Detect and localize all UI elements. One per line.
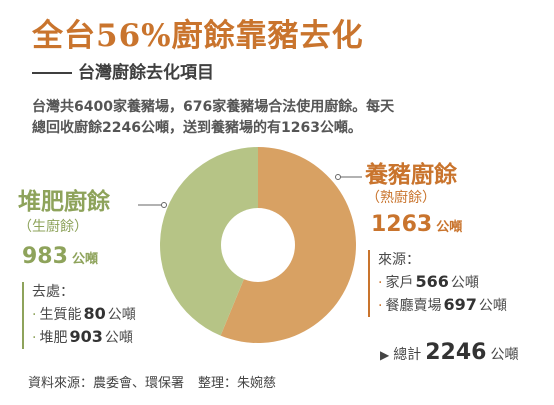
item-value: 697 (443, 295, 477, 314)
item-unit: 公噸 (450, 275, 479, 291)
pig-feed-value: 1263 公噸 (371, 212, 462, 237)
donut-hole (221, 208, 295, 282)
total-unit: 公噸 (490, 347, 519, 363)
compost-destinations: 去處： · 生質能 80 公噸 · 堆肥 903 公噸 (22, 282, 136, 349)
editor-credit: 整理：朱婉慈 (198, 376, 277, 391)
leader-dot-compost (161, 202, 167, 208)
compost-subtitle: （生廚餘） (18, 219, 88, 235)
item-value: 80 (83, 304, 106, 323)
bullet: · (378, 298, 383, 314)
item-label: 堆肥 (39, 330, 68, 346)
slice-compost (159, 147, 258, 336)
pig-feed-number: 1263 (371, 212, 433, 237)
item-value: 903 (69, 327, 103, 346)
item-label: 生質能 (39, 307, 82, 323)
data-source: 資料來源：農委會、環保署 (28, 376, 185, 391)
pig-feed-title: 養豬廚餘 (365, 162, 457, 188)
pig-feed-sources: 來源： · 家戶 566 公噸 · 餐廳賣場 697 公噸 (368, 250, 507, 317)
intro-line-1: 台灣共6400家養豬場，676家養豬場合法使用廚餘。每天 (32, 99, 395, 115)
item-label: 餐廳賣場 (385, 298, 442, 314)
total-summary: ▶ 總計 2246 公噸 (380, 340, 518, 365)
item-unit: 公噸 (478, 298, 507, 314)
total-label: 總計 (393, 347, 422, 363)
list-title: 來源： (378, 252, 420, 268)
subtitle-text: 台灣廚餘去化項目 (78, 63, 214, 83)
compost-unit: 公噸 (71, 252, 98, 267)
list-title: 去處： (32, 284, 74, 300)
list-item: · 家戶 566 公噸 (378, 271, 507, 294)
compost-title: 堆肥廚餘 (18, 189, 110, 215)
compost-number: 983 (22, 244, 68, 269)
bullet: · (32, 307, 37, 323)
total-value: 2246 (425, 340, 487, 365)
dash-line (32, 72, 72, 74)
leader-dot-pig (335, 174, 341, 180)
list-item: · 堆肥 903 公噸 (32, 326, 136, 349)
bullet: · (378, 275, 383, 291)
item-label: 家戶 (385, 275, 414, 291)
chart-subtitle: 台灣廚餘去化項目 (32, 58, 214, 83)
item-unit: 公噸 (104, 330, 133, 346)
intro-line-2: 總回收廚餘2246公噸，送到養豬場的有1263公噸。 (32, 120, 362, 136)
list-item: · 餐廳賣場 697 公噸 (378, 294, 507, 317)
item-value: 566 (415, 272, 449, 291)
triangle-right-icon: ▶ (380, 348, 390, 362)
bullet: · (32, 330, 37, 346)
source-note: 資料來源：農委會、環保署 整理：朱婉慈 (28, 372, 290, 391)
pig-feed-subtitle: （熟廚餘） (366, 190, 436, 206)
list-item: · 生質能 80 公噸 (32, 303, 136, 326)
item-unit: 公噸 (107, 307, 136, 323)
pig-feed-unit: 公噸 (436, 220, 463, 235)
chart-title: 全台56%廚餘靠豬去化 (32, 18, 364, 54)
compost-value: 983 公噸 (22, 244, 98, 269)
